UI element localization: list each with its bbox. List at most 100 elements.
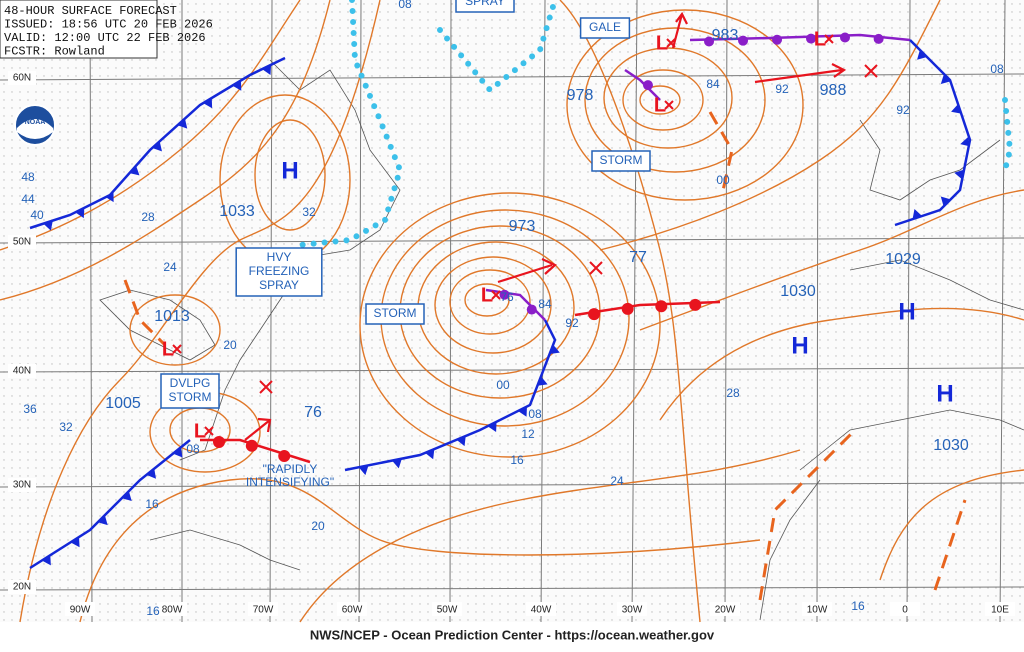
fronts — [29, 32, 972, 570]
lon-label: 70W — [253, 605, 274, 616]
isobar-label: 24 — [163, 260, 177, 274]
isobar-label: 28 — [726, 386, 740, 400]
cold-front-triangle — [70, 536, 80, 548]
cold-front-triangle — [262, 64, 272, 76]
occluded-front-bump — [806, 33, 817, 44]
low-x — [664, 100, 674, 110]
isobar-label: 20 — [311, 519, 325, 533]
occluded-front-bump — [840, 32, 851, 43]
isobar-label: 08 — [398, 0, 412, 11]
cold-front-triangle — [960, 136, 969, 147]
isobar-label: 76 — [500, 290, 514, 304]
isobar-label: 16 — [145, 497, 159, 511]
lon-label: 10W — [807, 605, 828, 616]
header-box — [0, 0, 158, 59]
isobar-label: 84 — [538, 297, 552, 311]
central-pressure: 983 — [712, 27, 739, 44]
warm-front-bump — [655, 300, 668, 313]
low-x — [824, 34, 834, 44]
isobar-label: 08 — [186, 442, 200, 456]
cold-front-triangle — [951, 104, 962, 114]
cold-front-triangle — [917, 49, 927, 60]
cold-front-triangle — [392, 458, 402, 469]
isobar-label: 00 — [716, 173, 730, 187]
lat-label-box — [8, 235, 36, 249]
central-pressure: 77 — [629, 249, 647, 266]
cold-front-triangle — [549, 344, 560, 355]
cold-front-triangle — [537, 376, 548, 386]
occluded-front-bump — [526, 304, 537, 315]
warning-box — [235, 247, 323, 297]
lon-label-box — [157, 602, 187, 616]
warning-label: FREEZING — [249, 264, 310, 278]
lon-label: 40W — [531, 605, 552, 616]
front-line — [485, 288, 546, 321]
isobar-label: 32 — [302, 205, 316, 219]
lon-label-box — [985, 602, 1015, 616]
ice-edge — [297, 0, 1014, 248]
central-pressure: 76 — [304, 404, 322, 421]
annotation: "RAPIDLY — [263, 462, 318, 476]
lon-label-box — [617, 602, 647, 616]
lon-label: 20W — [715, 605, 736, 616]
cold-front-triangle — [487, 421, 497, 433]
isobar-label: 32 — [59, 420, 73, 434]
central-pressure: 1013 — [154, 308, 190, 325]
cold-front-triangle — [912, 209, 923, 220]
warning-box — [455, 0, 515, 13]
isobar-label: 92 — [565, 316, 579, 330]
low-x — [204, 426, 214, 436]
cold-front-triangle — [425, 449, 435, 460]
lon-label: 80W — [162, 605, 183, 616]
header-line: FCSTR: Rowland — [4, 45, 105, 59]
warning-label: STORM — [168, 390, 211, 404]
isobar-label: 28 — [141, 210, 155, 224]
front-line — [624, 68, 661, 101]
isobar-label: 00 — [496, 378, 510, 392]
logo-text: NOAA — [25, 119, 46, 126]
lon-label-box — [710, 602, 740, 616]
isobar-label: 24 — [610, 474, 624, 488]
central-pressure: 1029 — [885, 251, 921, 268]
isobar-label: 48 — [21, 170, 35, 184]
front-line — [344, 319, 557, 472]
cold-front-triangle — [358, 465, 369, 476]
dissipating-low-x — [259, 64, 878, 394]
occluded-front-bump — [873, 33, 884, 44]
isobar-label: 92 — [775, 82, 789, 96]
low-center: L — [162, 338, 174, 360]
central-pressure: 988 — [820, 82, 847, 99]
lat-label: 40N — [13, 366, 31, 377]
warning-label: STORM — [373, 306, 416, 320]
warning-label: SPRAY — [259, 278, 299, 292]
warning-box — [365, 303, 425, 325]
lon-label: 30W — [622, 605, 643, 616]
lat-label-box — [8, 478, 36, 492]
occluded-front-bump — [704, 36, 715, 47]
central-pressure: 1033 — [219, 203, 255, 220]
high-center: H — [791, 332, 808, 359]
cold-front-triangle — [518, 406, 527, 417]
lon-label-box — [526, 602, 556, 616]
cold-front-triangle — [456, 435, 466, 447]
front-line — [29, 439, 191, 570]
warning-label: DVLPG — [170, 376, 211, 390]
lat-label-box — [8, 580, 36, 594]
graticule — [0, 0, 1024, 623]
isobar-label: 08 — [528, 407, 542, 421]
low-x — [491, 290, 501, 300]
isobar-label: 16 — [146, 604, 160, 618]
warm-front-bump — [588, 308, 601, 321]
isobar-label: 36 — [23, 402, 37, 416]
front-line — [29, 56, 286, 230]
high-center: H — [281, 157, 298, 184]
lon-label: 60W — [342, 605, 363, 616]
central-pressure: 1005 — [105, 395, 141, 412]
lon-label: 0 — [902, 605, 908, 616]
cold-front-triangle — [75, 207, 85, 219]
lon-label-box — [890, 602, 920, 616]
lon-label: 50W — [437, 605, 458, 616]
cold-front-triangle — [146, 468, 156, 479]
